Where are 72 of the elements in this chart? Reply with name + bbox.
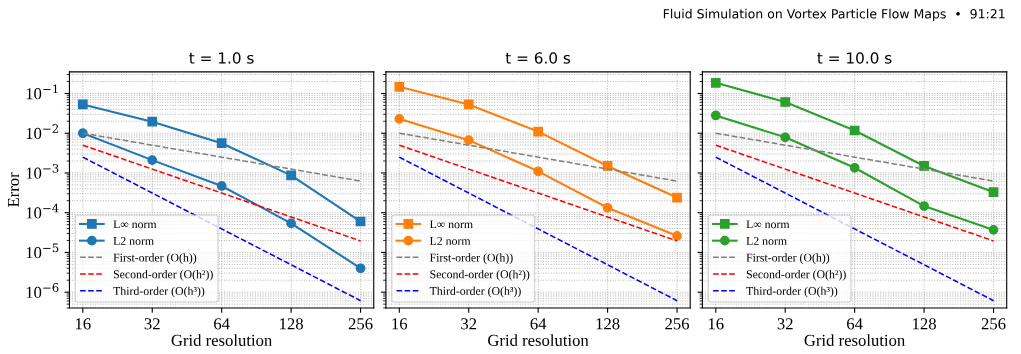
- legend-label: L∞ norm: [429, 220, 473, 229]
- point: [77, 99, 88, 110]
- legend-label: First-order (O(h)): [429, 253, 513, 264]
- x-tick-label: 64: [847, 318, 863, 330]
- x-tick-label: 256: [981, 318, 1006, 330]
- x-tick-label: 128: [280, 318, 303, 330]
- point: [147, 116, 158, 127]
- point: [849, 125, 860, 136]
- point: [780, 132, 791, 143]
- line-series: [82, 156, 362, 302]
- x-tick-label: 16: [708, 318, 724, 330]
- y-tick-label: 10$^{−5}$: [26, 243, 59, 259]
- x-tick-label: 16: [75, 318, 91, 330]
- point: [710, 110, 721, 121]
- legend-label: Third-order (O(h³)): [429, 286, 521, 298]
- x-tick-label: 32: [461, 318, 477, 330]
- x-tick-label: 32: [777, 318, 793, 330]
- x-axis-title: Grid resolution: [171, 334, 273, 346]
- x-tick-label: 256: [348, 318, 373, 330]
- point: [286, 170, 296, 181]
- legend-label: First-order (O(h)): [113, 253, 197, 264]
- point: [988, 187, 999, 197]
- point: [355, 263, 366, 274]
- x-tick-label: 128: [596, 318, 620, 330]
- point: [463, 99, 474, 110]
- legend-label: L2 norm: [113, 236, 154, 245]
- x-axis-title: Grid resolution: [804, 334, 905, 346]
- point: [394, 113, 405, 124]
- point: [602, 202, 613, 213]
- point: [672, 192, 682, 203]
- legend-label: Second-order (O(h²)): [430, 269, 530, 281]
- point: [147, 155, 158, 166]
- x-tick-label: 256: [665, 318, 690, 330]
- point: [988, 224, 999, 235]
- legend-label: L∞ norm: [113, 220, 157, 229]
- y-tick-label: 10$^{−3}$: [26, 163, 59, 179]
- point: [394, 81, 405, 92]
- legend-label: Third-order (O(h³)): [113, 286, 205, 298]
- legend-label: First-order (O(h)): [746, 253, 830, 264]
- x-tick-label: 64: [214, 318, 230, 330]
- point: [780, 97, 791, 107]
- point: [672, 231, 682, 241]
- x-axis-title: Grid resolution: [488, 334, 589, 346]
- text: Fluid Simulation on Vortex Particle Flow Maps • 91:21: [663, 8, 1005, 21]
- legend-label: L2 norm: [746, 236, 787, 245]
- y-tick-label: 10$^{−1}$: [26, 84, 58, 100]
- legend-label: Second-order (O(h²)): [113, 269, 213, 281]
- legend-label: L∞ norm: [746, 220, 790, 229]
- point: [533, 126, 544, 137]
- legend-label: L2 norm: [429, 236, 471, 245]
- point: [77, 128, 88, 139]
- point: [286, 218, 296, 229]
- y-tick-label: 10$^{−4}$: [26, 203, 59, 219]
- legend-label: Third-order (O(h³)): [746, 286, 838, 298]
- x-tick-label: 64: [530, 318, 547, 330]
- x-tick-label: 128: [913, 318, 936, 330]
- chart-title: t = 6.0 s: [505, 52, 571, 64]
- chart-title: t = 1.0 s: [189, 52, 254, 64]
- point: [710, 78, 721, 88]
- point: [919, 201, 929, 211]
- y-axis-title: Error: [7, 172, 20, 208]
- y-tick-label: 10$^{−2}$: [26, 124, 59, 140]
- point: [463, 135, 474, 145]
- chart-title: t = 10.0 s: [817, 52, 892, 64]
- y-tick-label: 10$^{−6}$: [26, 283, 59, 298]
- x-tick-label: 32: [144, 318, 160, 330]
- x-tick-label: 16: [392, 318, 408, 330]
- legend-label: Second-order (O(h²)): [746, 269, 846, 281]
- point: [216, 138, 227, 149]
- point: [216, 181, 227, 191]
- point: [849, 162, 860, 173]
- point: [533, 166, 544, 177]
